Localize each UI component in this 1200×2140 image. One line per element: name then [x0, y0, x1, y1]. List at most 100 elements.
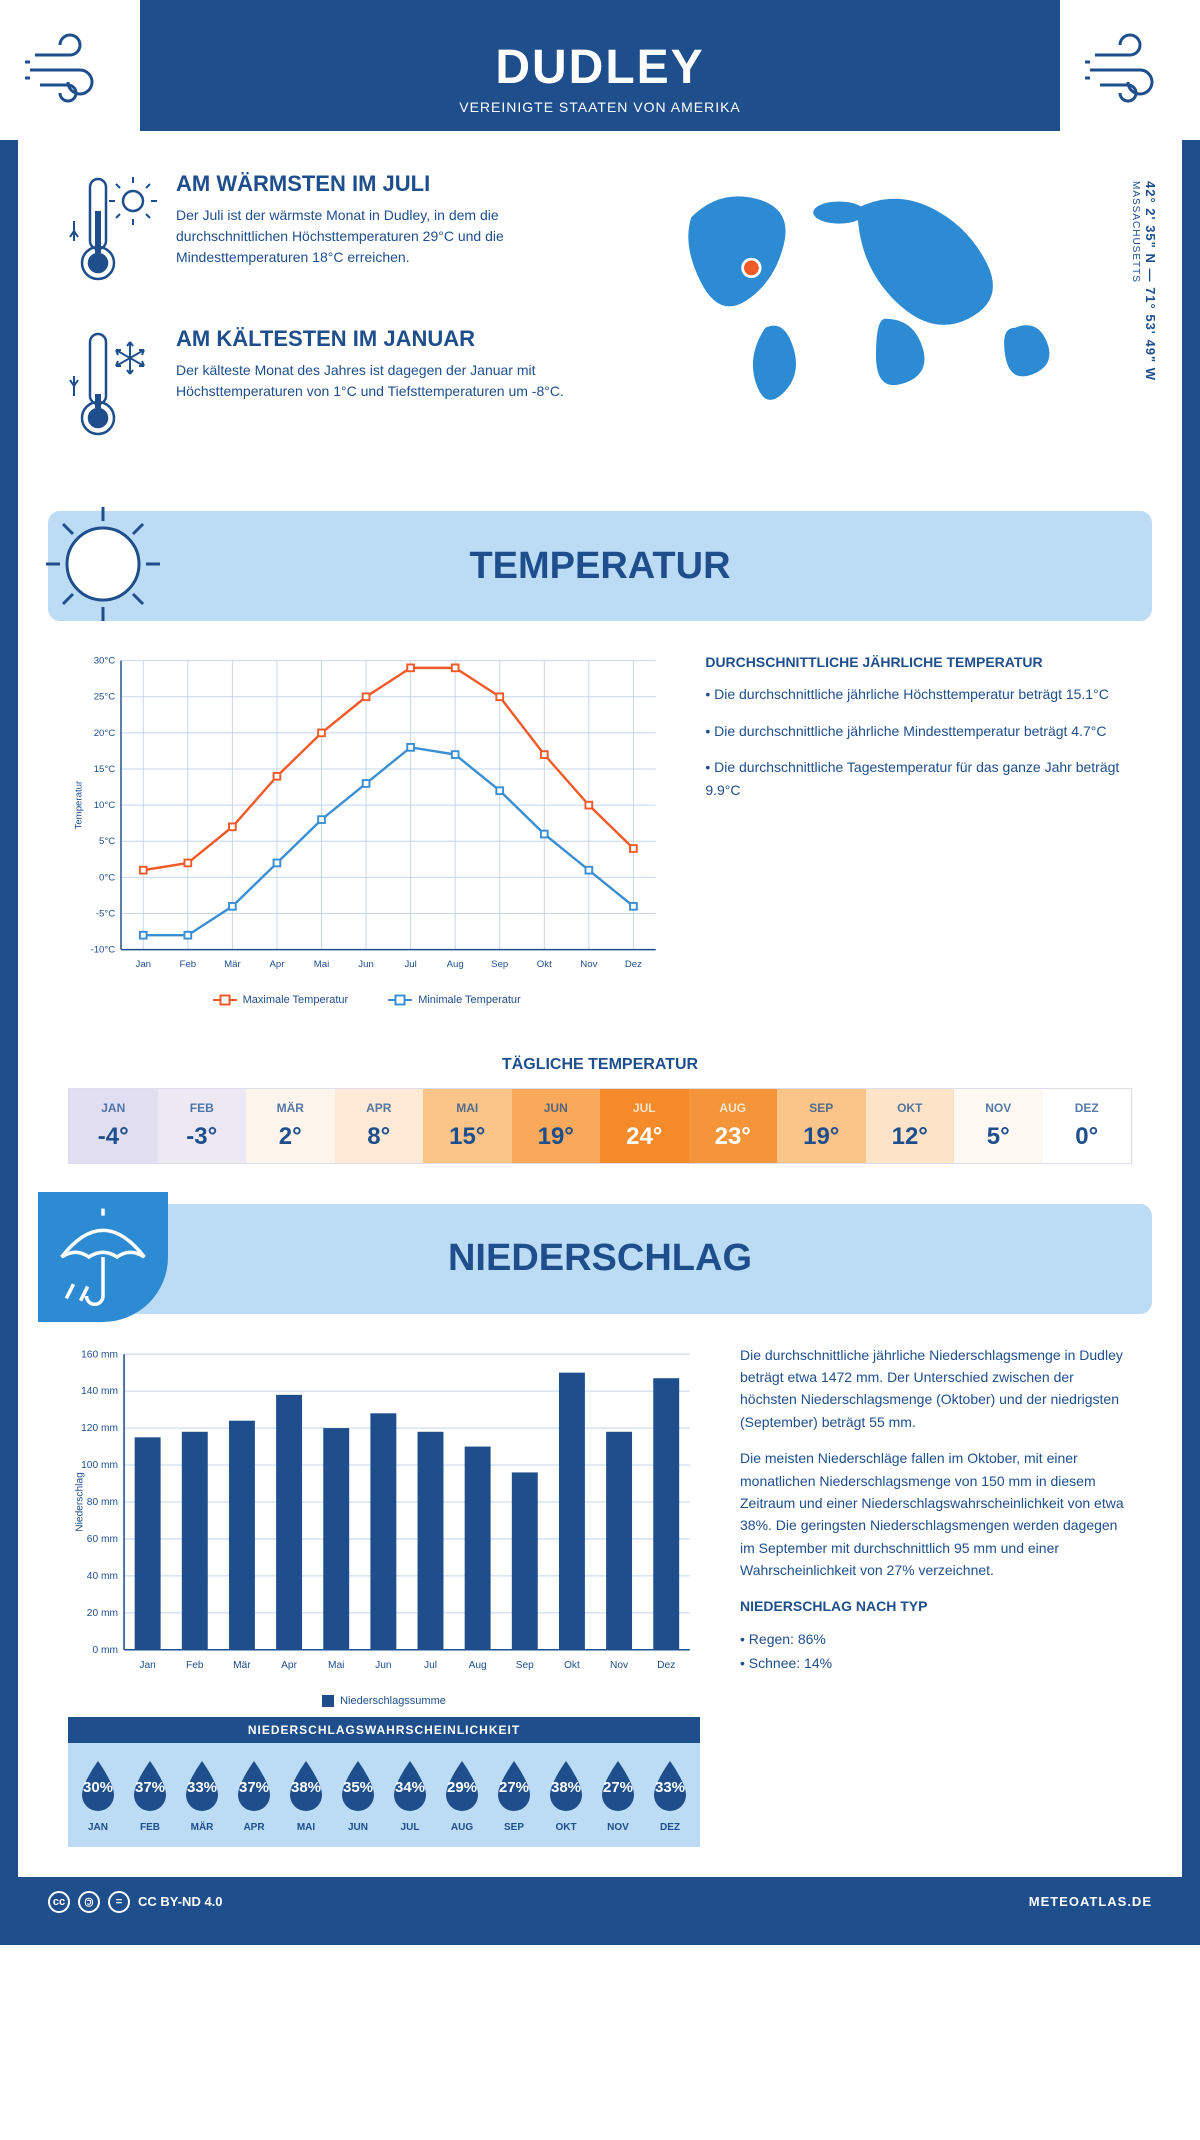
coldest-block: AM KÄLTESTEN IM JANUAR Der kälteste Mona… — [68, 326, 580, 451]
svg-text:100 mm: 100 mm — [81, 1460, 118, 1471]
temp-bullet-0: • Die durchschnittliche jährliche Höchst… — [705, 683, 1132, 705]
intro-row: AM WÄRMSTEN IM JULI Der Juli ist der wär… — [18, 131, 1182, 511]
footer: cc 🄯 = CC BY-ND 4.0 METEOATLAS.DE — [18, 1877, 1182, 1927]
svg-text:80 mm: 80 mm — [87, 1497, 118, 1508]
precip-drop: 38%OKT — [542, 1757, 590, 1833]
precip-prob-title: NIEDERSCHLAGSWAHRSCHEINLICHKEIT — [68, 1717, 700, 1743]
svg-text:Dez: Dez — [657, 1660, 675, 1671]
svg-text:0 mm: 0 mm — [92, 1644, 117, 1655]
svg-text:-10°C: -10°C — [90, 945, 115, 956]
svg-text:60 mm: 60 mm — [87, 1534, 118, 1545]
daily-cell: DEZ0° — [1043, 1089, 1132, 1163]
page-title: DUDLEY — [18, 40, 1182, 95]
thermometer-hot-icon — [68, 171, 158, 296]
precip-drop: 35%JUN — [334, 1757, 382, 1833]
svg-text:160 mm: 160 mm — [81, 1349, 118, 1360]
coords-state: MASSACHUSETTS — [1130, 181, 1141, 283]
svg-text:Aug: Aug — [469, 1660, 487, 1671]
daily-temp-table: JAN-4°FEB-3°MÄR2°APR8°MAI15°JUN19°JUL24°… — [68, 1088, 1132, 1164]
sun-icon — [38, 499, 168, 629]
coldest-text: Der kälteste Monat des Jahres ist dagege… — [176, 360, 580, 402]
coldest-title: AM KÄLTESTEN IM JANUAR — [176, 326, 580, 352]
precipitation-text: Die durchschnittliche jährliche Niedersc… — [740, 1344, 1132, 1847]
svg-text:Aug: Aug — [447, 959, 464, 970]
svg-text:Jul: Jul — [404, 959, 416, 970]
coords-lat: 42° 2' 35" N — [1143, 181, 1158, 264]
daily-cell: OKT12° — [866, 1089, 955, 1163]
svg-text:Nov: Nov — [580, 959, 597, 970]
svg-text:5°C: 5°C — [99, 836, 115, 847]
precipitation-legend: Niederschlagssumme — [68, 1695, 700, 1707]
temperature-chart: -10°C-5°C0°C5°C10°C15°C20°C25°C30°CJanFe… — [68, 651, 665, 1006]
license-label: CC BY-ND 4.0 — [138, 1894, 223, 1909]
svg-text:Jan: Jan — [139, 1660, 155, 1671]
precipitation-chart: 0 mm20 mm40 mm60 mm80 mm100 mm120 mm140 … — [68, 1344, 700, 1847]
svg-text:Apr: Apr — [281, 1660, 297, 1671]
svg-text:Mär: Mär — [224, 959, 241, 970]
precip-type-0: • Regen: 86% — [740, 1628, 1132, 1650]
temperature-stats: DURCHSCHNITTLICHE JÄHRLICHE TEMPERATUR •… — [705, 651, 1132, 1006]
precip-drop: 29%AUG — [438, 1757, 486, 1833]
svg-text:Apr: Apr — [269, 959, 285, 970]
precip-drop: 27%NOV — [594, 1757, 642, 1833]
legend-min-label: Minimale Temperatur — [418, 994, 521, 1006]
precip-drop: 33%MÄR — [178, 1757, 226, 1833]
svg-text:Feb: Feb — [180, 959, 197, 970]
temp-bullet-1: • Die durchschnittliche jährliche Mindes… — [705, 720, 1132, 742]
daily-cell: JUL24° — [600, 1089, 689, 1163]
license: cc 🄯 = CC BY-ND 4.0 — [48, 1891, 223, 1913]
temperature-title: TEMPERATUR — [48, 545, 1152, 588]
svg-text:Jun: Jun — [375, 1660, 391, 1671]
precip-para-2: Die meisten Niederschläge fallen im Okto… — [740, 1447, 1132, 1581]
daily-temp-title: TÄGLICHE TEMPERATUR — [18, 1056, 1182, 1074]
umbrella-icon — [38, 1192, 168, 1322]
svg-text:0°C: 0°C — [99, 872, 115, 883]
legend-max-label: Maximale Temperatur — [243, 994, 349, 1006]
svg-text:Feb: Feb — [186, 1660, 204, 1671]
legend-precip-label: Niederschlagssumme — [340, 1695, 446, 1707]
precip-drop: 38%MAI — [282, 1757, 330, 1833]
daily-cell: SEP19° — [777, 1089, 866, 1163]
svg-text:Niederschlag: Niederschlag — [74, 1471, 85, 1531]
precip-type-title: NIEDERSCHLAG NACH TYP — [740, 1595, 1132, 1617]
svg-text:Sep: Sep — [491, 959, 508, 970]
precip-drop: 37%APR — [230, 1757, 278, 1833]
header: DUDLEY VEREINIGTE STAATEN VON AMERIKA — [18, 18, 1182, 131]
warmest-title: AM WÄRMSTEN IM JULI — [176, 171, 580, 197]
precipitation-banner: NIEDERSCHLAG — [48, 1204, 1152, 1314]
daily-cell: FEB-3° — [158, 1089, 247, 1163]
svg-text:Okt: Okt — [564, 1660, 580, 1671]
svg-text:Jul: Jul — [424, 1660, 437, 1671]
svg-text:Mär: Mär — [233, 1660, 251, 1671]
warmest-block: AM WÄRMSTEN IM JULI Der Juli ist der wär… — [68, 171, 580, 296]
wind-icon-left — [0, 0, 140, 140]
world-map-icon — [620, 171, 1132, 411]
warmest-text: Der Juli ist der wärmste Monat in Dudley… — [176, 205, 580, 268]
daily-cell: MAI15° — [423, 1089, 512, 1163]
svg-text:20 mm: 20 mm — [87, 1607, 118, 1618]
daily-cell: JAN-4° — [69, 1089, 158, 1163]
temp-bullet-2: • Die durchschnittliche Tagestemperatur … — [705, 756, 1132, 801]
daily-cell: NOV5° — [954, 1089, 1043, 1163]
svg-text:Mai: Mai — [328, 1660, 344, 1671]
svg-text:25°C: 25°C — [94, 692, 116, 703]
precip-drop: 33%DEZ — [646, 1757, 694, 1833]
svg-text:30°C: 30°C — [94, 656, 116, 667]
precip-drop: 34%JUL — [386, 1757, 434, 1833]
svg-text:120 mm: 120 mm — [81, 1423, 118, 1434]
svg-text:Okt: Okt — [537, 959, 552, 970]
svg-text:Temperatur: Temperatur — [73, 780, 84, 829]
precipitation-title: NIEDERSCHLAG — [48, 1237, 1152, 1280]
svg-text:Mai: Mai — [314, 959, 330, 970]
brand-label: METEOATLAS.DE — [1029, 1894, 1152, 1909]
by-icon: 🄯 — [78, 1891, 100, 1913]
svg-text:Jun: Jun — [358, 959, 374, 970]
precipitation-probability: NIEDERSCHLAGSWAHRSCHEINLICHKEIT 30%JAN37… — [68, 1717, 700, 1847]
coordinates: 42° 2' 35" N — 71° 53' 49" W MASSACHUSET… — [1128, 181, 1158, 381]
cc-icon: cc — [48, 1891, 70, 1913]
daily-cell: JUN19° — [512, 1089, 601, 1163]
svg-text:140 mm: 140 mm — [81, 1386, 118, 1397]
temperature-banner: TEMPERATUR — [48, 511, 1152, 621]
infographic-page: DUDLEY VEREINIGTE STAATEN VON AMERIKA AM… — [0, 0, 1200, 1945]
coords-lon: 71° 53' 49" W — [1143, 287, 1158, 381]
